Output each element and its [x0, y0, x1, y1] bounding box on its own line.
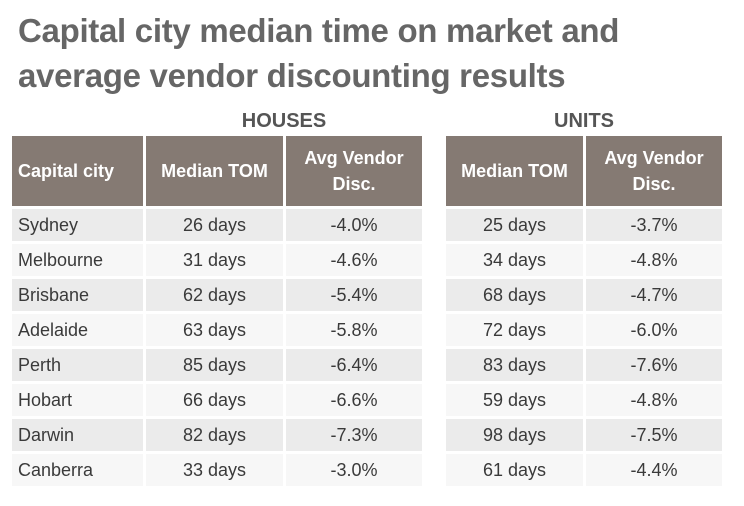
cell-houses-tom: 63 days [146, 314, 283, 346]
cell-houses-tom: 85 days [146, 349, 283, 381]
cell-units-tom: 34 days [446, 244, 583, 276]
group-label-houses: HOUSES [241, 110, 327, 132]
cell-city: Sydney [12, 209, 143, 241]
cell-units-disc: -4.7% [586, 279, 722, 311]
cell-units-disc: -3.7% [586, 209, 722, 241]
cell-units-tom: 68 days [446, 279, 583, 311]
cell-city: Melbourne [12, 244, 143, 276]
cell-houses-disc: -4.0% [286, 209, 422, 241]
cell-houses-tom: 26 days [146, 209, 283, 241]
group-label-units: UNITS [554, 110, 614, 132]
cell-units-tom: 98 days [446, 419, 583, 451]
cell-houses-disc: -3.0% [286, 454, 422, 486]
cell-houses-tom: 62 days [146, 279, 283, 311]
cell-city: Adelaide [12, 314, 143, 346]
column-header-city: Capital city [12, 136, 143, 206]
cell-units-tom: 25 days [446, 209, 583, 241]
cell-units-tom: 59 days [446, 384, 583, 416]
cell-city: Darwin [12, 419, 143, 451]
cell-city: Hobart [12, 384, 143, 416]
column-header-houses-tom: Median TOM [146, 136, 283, 206]
column-header-units-tom: Median TOM [446, 136, 583, 206]
cell-houses-tom: 82 days [146, 419, 283, 451]
cell-houses-disc: -6.4% [286, 349, 422, 381]
cell-units-tom: 61 days [446, 454, 583, 486]
cell-houses-tom: 66 days [146, 384, 283, 416]
cell-units-disc: -6.0% [586, 314, 722, 346]
cell-units-tom: 72 days [446, 314, 583, 346]
cell-units-disc: -4.8% [586, 244, 722, 276]
cell-houses-disc: -5.8% [286, 314, 422, 346]
cell-houses-tom: 31 days [146, 244, 283, 276]
cell-units-disc: -7.6% [586, 349, 722, 381]
cell-city: Perth [12, 349, 143, 381]
cell-city: Brisbane [12, 279, 143, 311]
cell-houses-disc: -7.3% [286, 419, 422, 451]
title-line-2: average vendor discounting results [18, 57, 566, 94]
title-line-1: Capital city median time on market and [18, 12, 620, 49]
cell-city: Canberra [12, 454, 143, 486]
cell-houses-tom: 33 days [146, 454, 283, 486]
cell-units-disc: -4.8% [586, 384, 722, 416]
cell-units-disc: -4.4% [586, 454, 722, 486]
column-header-units-disc: Avg Vendor Disc. [586, 136, 722, 206]
cell-houses-disc: -5.4% [286, 279, 422, 311]
column-header-houses-disc: Avg Vendor Disc. [286, 136, 422, 206]
cell-houses-disc: -4.6% [286, 244, 422, 276]
cell-units-tom: 83 days [446, 349, 583, 381]
cell-houses-disc: -6.6% [286, 384, 422, 416]
chart-title: Capital city median time on market and a… [18, 8, 738, 98]
cell-units-disc: -7.5% [586, 419, 722, 451]
